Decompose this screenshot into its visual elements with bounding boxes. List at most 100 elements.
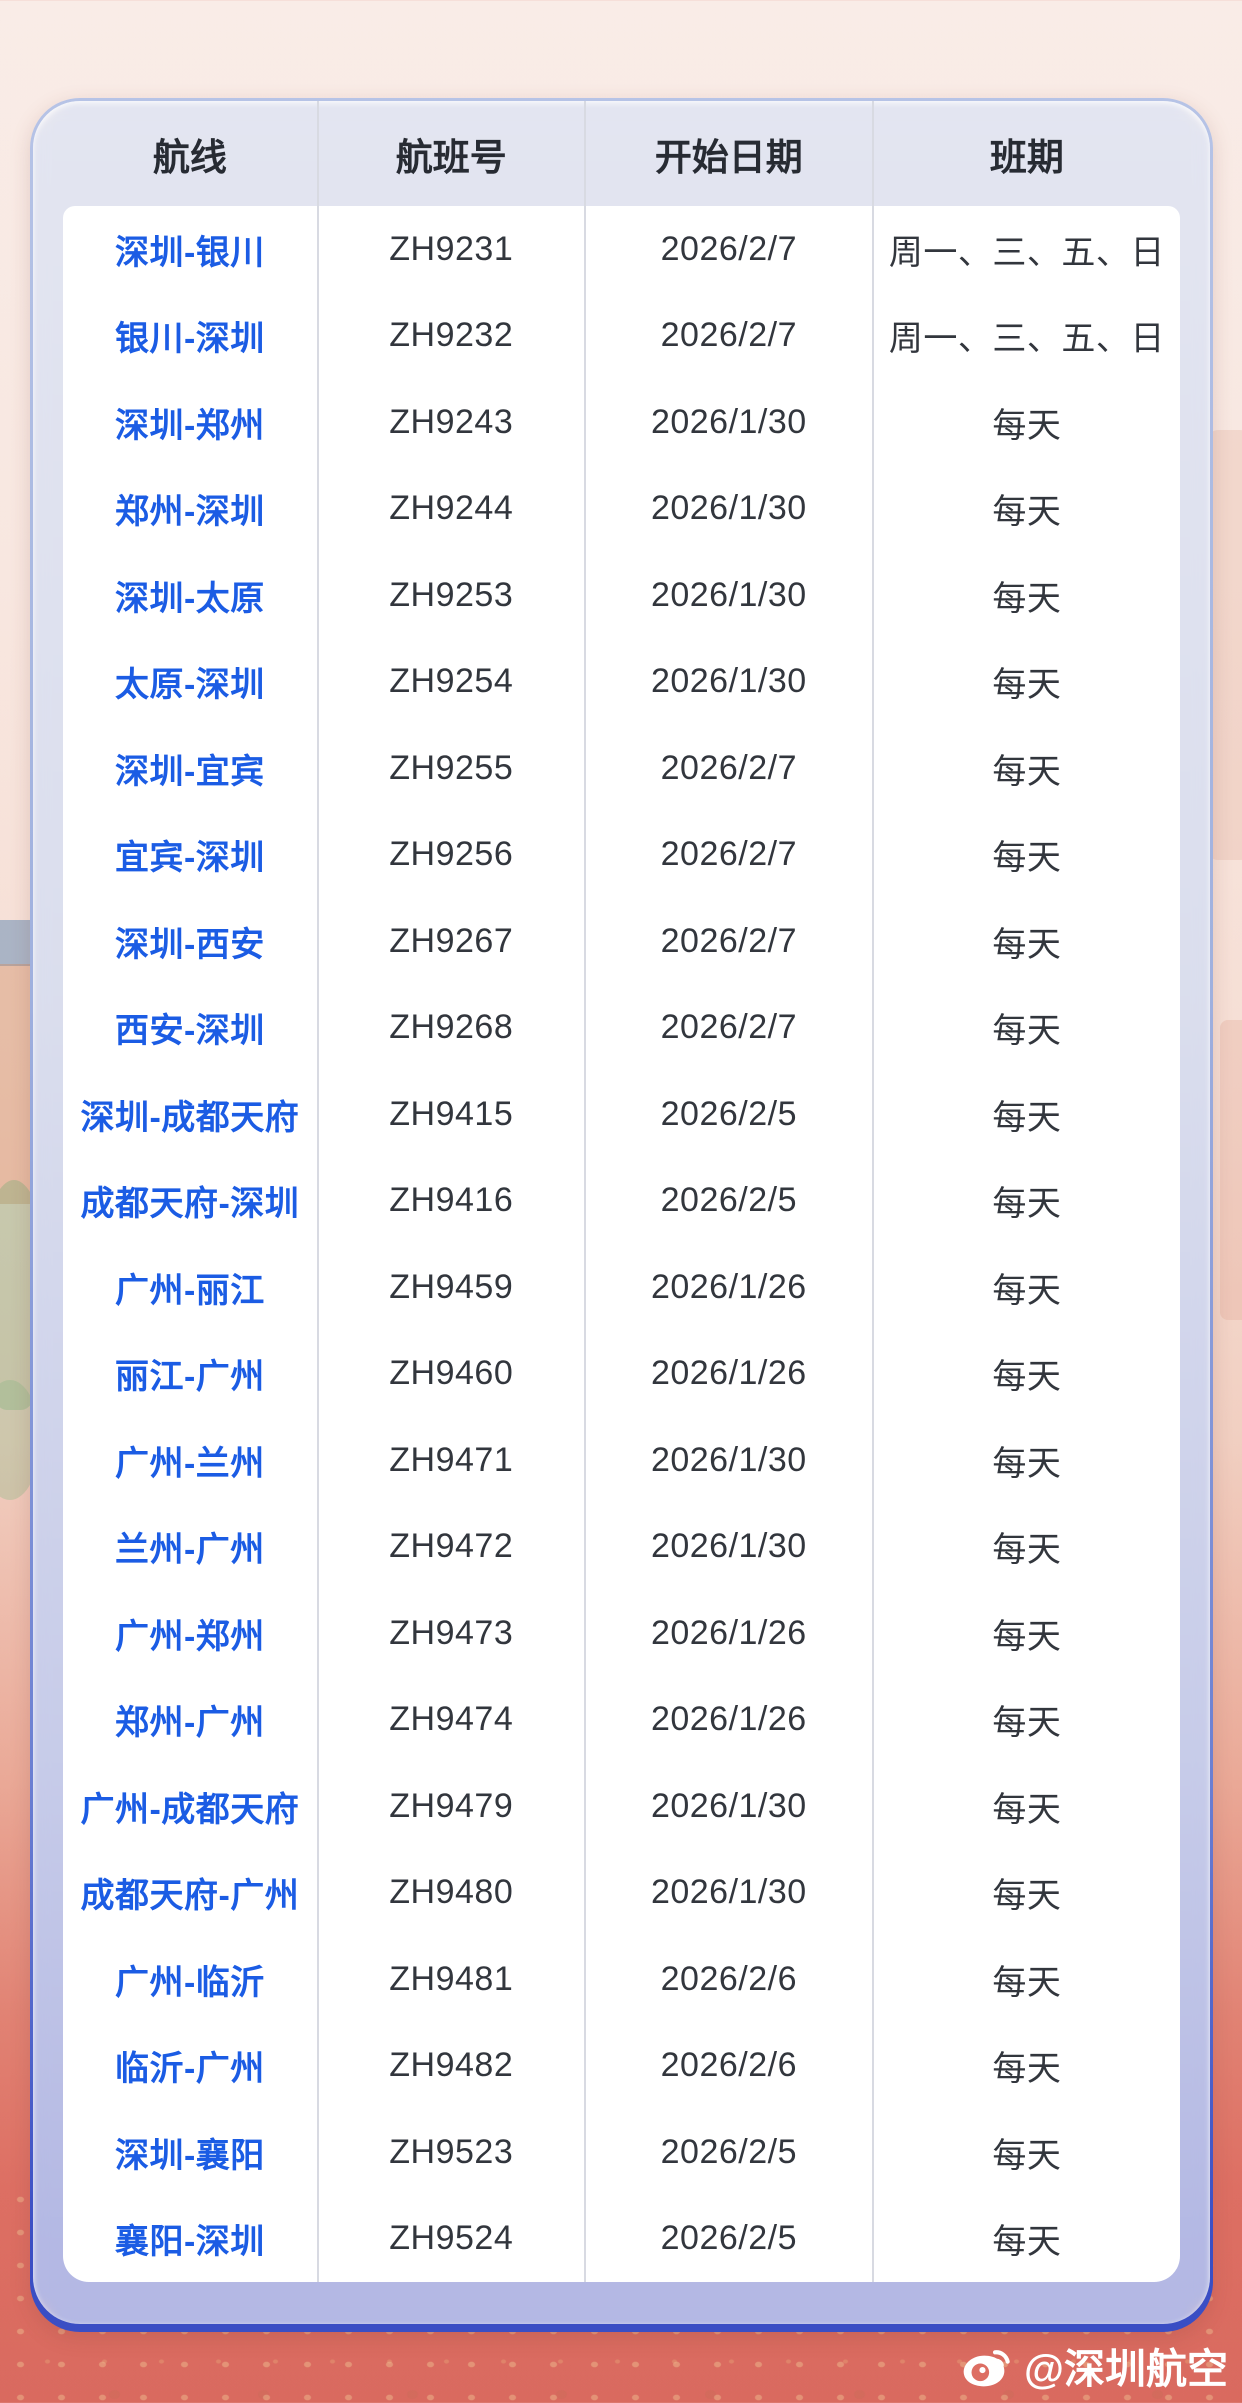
table-body: 深圳-银川 ZH9231 2026/2/7 周一、三、五、日 银川-深圳 ZH9… <box>63 206 1180 2282</box>
schedule-cell: 每天 <box>992 1617 1062 1656</box>
table-row: 深圳-郑州 ZH9243 2026/1/30 每天 <box>63 379 1180 466</box>
header-schedule: 班期 <box>989 136 1064 178</box>
route-cell: 深圳-郑州 <box>63 379 319 466</box>
start-date-cell: 2026/2/7 <box>586 292 874 379</box>
start-date-cell: 2026/2/7 <box>586 725 874 812</box>
route-cell: 深圳-襄阳 <box>63 2109 319 2196</box>
start-date-cell: 2026/2/7 <box>586 811 874 898</box>
route-cell: 广州-郑州 <box>63 1590 319 1677</box>
flight-number-cell: ZH9479 <box>319 1763 586 1850</box>
schedule-cell: 每天 <box>992 1877 1062 1916</box>
table-row: 丽江-广州 ZH9460 2026/1/26 每天 <box>63 1330 1180 1417</box>
schedule-cell: 每天 <box>992 2223 1062 2262</box>
table-row: 成都天府-深圳 ZH9416 2026/2/5 每天 <box>63 1157 1180 1244</box>
route-cell: 广州-成都天府 <box>63 1763 319 1850</box>
table-row: 临沂-广州 ZH9482 2026/2/6 每天 <box>63 2022 1180 2109</box>
route-cell: 深圳-宜宾 <box>63 725 319 812</box>
route-cell: 西安-深圳 <box>63 984 319 1071</box>
route-cell: 广州-兰州 <box>63 1417 319 1504</box>
table-row: 银川-深圳 ZH9232 2026/2/7 周一、三、五、日 <box>63 292 1180 379</box>
schedule-cell: 每天 <box>992 752 1062 791</box>
background-tower <box>1220 1020 1242 1320</box>
schedule-cell: 每天 <box>992 1185 1062 1224</box>
flight-number-cell: ZH9232 <box>319 292 586 379</box>
flight-number-cell: ZH9255 <box>319 725 586 812</box>
route-cell: 深圳-银川 <box>63 206 319 293</box>
schedule-cell: 周一、三、五、日 <box>888 233 1165 272</box>
table-row: 郑州-深圳 ZH9244 2026/1/30 每天 <box>63 465 1180 552</box>
table-row: 广州-丽江 ZH9459 2026/1/26 每天 <box>63 1244 1180 1331</box>
table-row: 深圳-宜宾 ZH9255 2026/2/7 每天 <box>63 725 1180 812</box>
start-date-cell: 2026/1/30 <box>586 465 874 552</box>
flight-number-cell: ZH9267 <box>319 898 586 985</box>
flight-number-cell: ZH9482 <box>319 2022 586 2109</box>
schedule-cell: 每天 <box>992 493 1062 532</box>
header-start-date: 开始日期 <box>586 101 874 206</box>
flight-number-cell: ZH9253 <box>319 552 586 639</box>
start-date-cell: 2026/2/6 <box>586 2022 874 2109</box>
flight-number-cell: ZH9480 <box>319 1849 586 1936</box>
start-date-cell: 2026/1/30 <box>586 379 874 466</box>
start-date-cell: 2026/1/26 <box>586 1676 874 1763</box>
flight-number-cell: ZH9268 <box>319 984 586 1071</box>
table-row: 深圳-襄阳 ZH9523 2026/2/5 每天 <box>63 2109 1180 2196</box>
schedule-cell: 每天 <box>992 2136 1062 2175</box>
schedule-cell: 每天 <box>992 406 1062 445</box>
flight-number-cell: ZH9460 <box>319 1330 586 1417</box>
schedule-cell: 每天 <box>992 925 1062 964</box>
table-row: 深圳-西安 ZH9267 2026/2/7 每天 <box>63 898 1180 985</box>
table-row: 宜宾-深圳 ZH9256 2026/2/7 每天 <box>63 811 1180 898</box>
start-date-cell: 2026/2/7 <box>586 206 874 293</box>
start-date-cell: 2026/1/26 <box>586 1330 874 1417</box>
schedule-cell: 每天 <box>992 1963 1062 2002</box>
table-row: 广州-成都天府 ZH9479 2026/1/30 每天 <box>63 1763 1180 1850</box>
flight-number-cell: ZH9416 <box>319 1157 586 1244</box>
table-row: 西安-深圳 ZH9268 2026/2/7 每天 <box>63 984 1180 1071</box>
start-date-cell: 2026/2/7 <box>586 898 874 985</box>
flight-number-cell: ZH9481 <box>319 1936 586 2023</box>
flight-number-cell: ZH9231 <box>319 206 586 293</box>
start-date-cell: 2026/2/7 <box>586 984 874 1071</box>
table-row: 太原-深圳 ZH9254 2026/1/30 每天 <box>63 638 1180 725</box>
schedule-cell: 每天 <box>992 1012 1062 1051</box>
schedule-cell: 每天 <box>992 1444 1062 1483</box>
table-row: 深圳-银川 ZH9231 2026/2/7 周一、三、五、日 <box>63 206 1180 293</box>
flight-number-cell: ZH9256 <box>319 811 586 898</box>
start-date-cell: 2026/2/5 <box>586 2109 874 2196</box>
route-cell: 深圳-成都天府 <box>63 1071 319 1158</box>
schedule-cell: 周一、三、五、日 <box>888 320 1165 359</box>
watermark: @深圳航空 <box>959 2335 1228 2395</box>
flight-number-cell: ZH9473 <box>319 1590 586 1677</box>
flight-number-cell: ZH9524 <box>319 2195 586 2282</box>
route-cell: 深圳-西安 <box>63 898 319 985</box>
start-date-cell: 2026/1/30 <box>586 638 874 725</box>
table-row: 广州-郑州 ZH9473 2026/1/26 每天 <box>63 1590 1180 1677</box>
start-date-cell: 2026/1/26 <box>586 1244 874 1331</box>
background-tower <box>1208 430 1242 860</box>
route-cell: 襄阳-深圳 <box>63 2195 319 2282</box>
route-cell: 郑州-广州 <box>63 1676 319 1763</box>
flight-schedule-card: 航线 航班号 开始日期 班期 深圳-银川 ZH9231 2026/2/7 周一、… <box>33 101 1210 2324</box>
flight-number-cell: ZH9523 <box>319 2109 586 2196</box>
flight-number-cell: ZH9243 <box>319 379 586 466</box>
flight-number-cell: ZH9415 <box>319 1071 586 1158</box>
schedule-cell: 每天 <box>992 1704 1062 1743</box>
watermark-handle: @深圳航空 <box>1024 2346 1228 2392</box>
start-date-cell: 2026/1/26 <box>586 1590 874 1677</box>
route-cell: 成都天府-广州 <box>63 1849 319 1936</box>
start-date-cell: 2026/2/5 <box>586 1157 874 1244</box>
table-header-row: 航线 航班号 开始日期 班期 <box>33 101 1210 206</box>
start-date-cell: 2026/1/30 <box>586 1849 874 1936</box>
route-cell: 广州-丽江 <box>63 1244 319 1331</box>
header-flight-number: 航班号 <box>319 101 586 206</box>
route-cell: 成都天府-深圳 <box>63 1157 319 1244</box>
schedule-cell: 每天 <box>992 1790 1062 1829</box>
schedule-cell: 每天 <box>992 1271 1062 1310</box>
route-cell: 深圳-太原 <box>63 552 319 639</box>
route-cell: 临沂-广州 <box>63 2022 319 2109</box>
schedule-card-border: 航线 航班号 开始日期 班期 深圳-银川 ZH9231 2026/2/7 周一、… <box>30 98 1213 2332</box>
route-cell: 郑州-深圳 <box>63 465 319 552</box>
route-cell: 丽江-广州 <box>63 1330 319 1417</box>
schedule-cell: 每天 <box>992 1531 1062 1570</box>
weibo-icon <box>963 2350 1010 2387</box>
